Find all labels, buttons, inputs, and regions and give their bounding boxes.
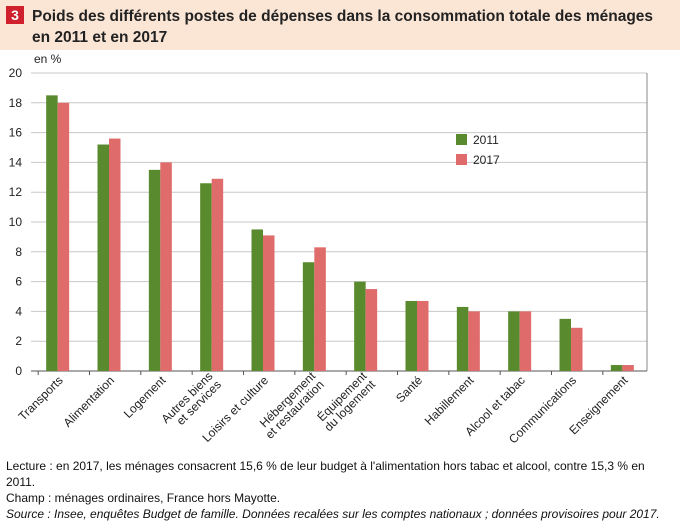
- x-category-label: Habillement: [422, 373, 477, 428]
- y-tick-label: 20: [9, 66, 23, 80]
- y-tick-label: 14: [9, 155, 23, 169]
- lecture-note: Lecture : en 2017, les ménages consacren…: [6, 459, 645, 489]
- bar-2017: [263, 235, 275, 371]
- legend-swatch-2017: [456, 154, 467, 165]
- y-tick-label: 2: [15, 334, 22, 348]
- bar-2011: [97, 144, 109, 371]
- bar-2011: [456, 306, 469, 371]
- bar-2017: [417, 300, 429, 371]
- bar-2017: [365, 289, 378, 371]
- title-banner: 3 Poids des différents postes de dépense…: [0, 0, 680, 50]
- y-axis-unit-label: en %: [34, 52, 62, 66]
- chart-title-line-2: en 2011 et en 2017: [32, 29, 168, 46]
- bar-2011: [405, 300, 417, 371]
- bar-2011: [302, 262, 315, 371]
- bar-2017: [211, 178, 224, 371]
- y-tick-label: 6: [15, 275, 22, 289]
- bar-2011: [610, 365, 623, 371]
- legend-label-2011: 2011: [473, 133, 499, 147]
- y-tick-label: 4: [15, 304, 22, 318]
- y-tick-label: 18: [9, 96, 23, 110]
- bar-2011: [46, 95, 58, 371]
- chart-title-line-1: Poids des différents postes de dépenses …: [32, 8, 654, 25]
- x-category-label: Équipementdu logement: [312, 368, 378, 434]
- y-tick-label: 10: [9, 215, 23, 229]
- x-category-label: Alimentation: [61, 373, 118, 430]
- x-category-label: Transports: [16, 373, 66, 423]
- bar-2017: [109, 138, 121, 371]
- champ-note: Champ : ménages ordinaires, France hors …: [6, 491, 281, 505]
- bar-2017: [314, 247, 326, 371]
- source-note: Source : Insee, enquêtes Budget de famil…: [6, 507, 660, 521]
- bar-2017: [468, 311, 480, 371]
- y-tick-label: 0: [15, 364, 22, 378]
- legend-label-2017: 2017: [473, 153, 500, 167]
- bar-2017: [519, 311, 532, 371]
- y-tick-label: 12: [9, 185, 23, 199]
- bar-2017: [622, 365, 634, 371]
- bar-2011: [559, 318, 571, 371]
- y-tick-label: 8: [15, 245, 22, 259]
- chart-notes: Lecture : en 2017, les ménages consacren…: [6, 458, 676, 522]
- bar-2011: [508, 311, 520, 371]
- figure-number-badge: 3: [6, 6, 24, 24]
- bar-2011: [148, 169, 161, 371]
- bar-2011: [354, 281, 366, 371]
- legend-swatch-2011: [456, 134, 467, 145]
- y-tick-label: 16: [9, 126, 23, 140]
- bar-2011: [200, 183, 212, 371]
- bar-2017: [57, 102, 70, 372]
- bar-2011: [251, 229, 263, 371]
- bar-2017: [160, 162, 172, 371]
- x-category-label: Santé: [393, 373, 425, 405]
- chart-title: Poids des différents postes de dépenses …: [32, 6, 662, 48]
- bar-2017: [571, 327, 583, 371]
